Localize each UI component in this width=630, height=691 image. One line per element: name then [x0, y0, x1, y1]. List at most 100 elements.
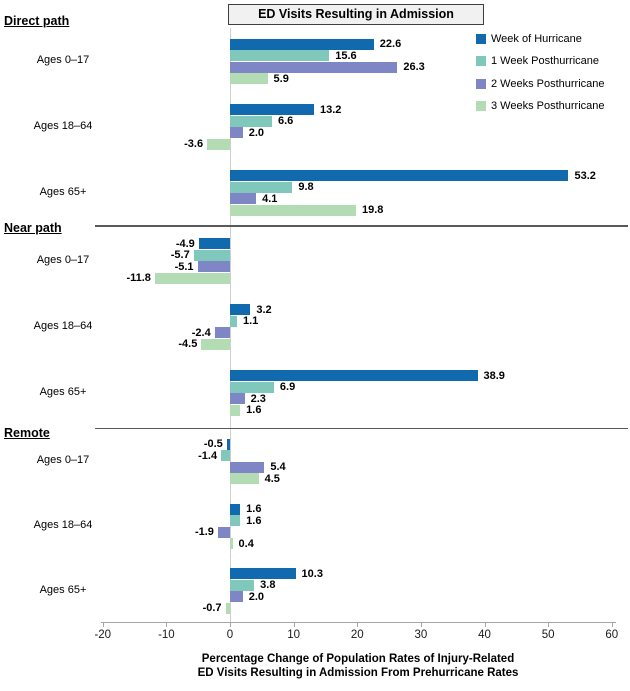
legend-swatch-icon — [476, 56, 486, 67]
x-axis-tick — [293, 622, 295, 627]
legend-item: 3 Weeks Posthurricane — [476, 100, 605, 112]
bar — [217, 526, 230, 538]
legend-label: 3 Weeks Posthurricane — [491, 100, 605, 113]
section-separator — [95, 225, 628, 227]
bar — [230, 193, 257, 204]
x-axis-tick — [420, 622, 422, 627]
bar — [230, 104, 314, 115]
bar-value-label: 5.9 — [273, 72, 289, 85]
legend-item: 2 Weeks Posthurricane — [476, 78, 605, 90]
bar — [154, 272, 230, 284]
bar-value-label: 4.5 — [264, 472, 280, 485]
x-axis-tick-label: 40 — [478, 629, 491, 641]
x-axis-tick — [230, 622, 231, 627]
age-group-label: Ages 18–64 — [33, 319, 93, 332]
bar-value-label: 19.8 — [361, 204, 384, 216]
bar — [230, 568, 296, 579]
x-axis-tick-label: -10 — [158, 629, 175, 641]
bar — [201, 338, 230, 350]
bar — [197, 261, 230, 272]
bar — [230, 461, 265, 473]
bar — [193, 249, 230, 261]
bar — [230, 50, 330, 61]
bar-value-label: -5.7 — [170, 249, 190, 261]
bar — [230, 579, 255, 591]
age-group-label: Ages 0–17 — [36, 253, 90, 266]
bar-value-label: -5.1 — [174, 260, 194, 273]
bar — [230, 591, 243, 602]
legend-label: 2 Weeks Posthurricane — [491, 77, 605, 90]
bar — [230, 115, 272, 127]
legend-item: Week of Hurricane — [476, 33, 582, 45]
bar — [230, 370, 478, 381]
bar — [230, 404, 241, 416]
x-axis-tick — [611, 622, 613, 627]
bar — [221, 450, 230, 461]
legend-item: 1 Week Posthurricane — [476, 55, 599, 67]
x-axis-tick-label: 20 — [350, 629, 364, 641]
bar-value-label: -0.5 — [203, 438, 223, 450]
section-label: Remote — [4, 426, 50, 440]
bar-value-label: 4.1 — [262, 192, 278, 205]
legend-swatch-icon — [476, 78, 486, 89]
bar — [230, 538, 233, 549]
bar — [230, 170, 569, 181]
bar-value-label: 1.6 — [246, 404, 262, 416]
bar — [230, 473, 259, 484]
x-axis-tick-label: 0 — [226, 629, 234, 641]
bar-value-label: 2.3 — [250, 392, 266, 405]
bar — [230, 393, 245, 404]
x-axis-title-line2: ED Visits Resulting in Admission From Pr… — [197, 667, 519, 679]
bar — [230, 515, 241, 526]
bar-value-label: 1.6 — [246, 514, 262, 527]
bar — [230, 61, 398, 73]
age-group-label: Ages 65+ — [39, 385, 87, 398]
bar-value-label: -1.9 — [194, 526, 214, 538]
bar — [214, 327, 230, 338]
x-axis-tick-label: 10 — [287, 629, 301, 641]
bar-value-label: 2.0 — [248, 590, 265, 603]
x-axis-tick — [484, 622, 486, 627]
bar-value-label: 6.6 — [277, 115, 294, 127]
bar-value-label: 38.9 — [483, 369, 505, 382]
bar — [230, 181, 293, 193]
bar — [230, 381, 274, 393]
chart-title: ED Visits Resulting in Admission — [228, 4, 484, 25]
bar-value-label: 15.6 — [335, 49, 357, 62]
x-axis-tick — [548, 622, 550, 627]
bar-value-label: 1.1 — [242, 315, 259, 327]
age-group-label: Ages 0–17 — [36, 454, 90, 467]
x-axis-title: Percentage Change of Population Rates of… — [98, 652, 618, 680]
bar — [230, 304, 251, 315]
bar — [230, 204, 356, 216]
bar — [230, 503, 241, 515]
bar-value-label: -1.4 — [198, 449, 218, 462]
section-label: Direct path — [4, 14, 70, 28]
bar-value-label: -4.9 — [175, 237, 195, 250]
section-separator — [95, 427, 628, 429]
x-axis-tick-label: -20 — [94, 629, 112, 641]
bar-value-label: -2.4 — [191, 326, 211, 339]
age-group-label: Ages 18–64 — [33, 519, 93, 532]
bar-value-label: -3.6 — [184, 138, 204, 150]
bar — [230, 315, 237, 327]
bar-value-label: 13.2 — [319, 103, 342, 116]
x-axis-tick-label: 50 — [541, 629, 555, 641]
x-axis-tick — [357, 622, 359, 627]
x-axis-tick-label: 30 — [414, 629, 428, 641]
age-group-label: Ages 0–17 — [36, 54, 90, 67]
x-axis — [101, 621, 616, 623]
bar-value-label: 3.2 — [256, 303, 272, 316]
bar-value-label: -4.5 — [178, 338, 198, 350]
section-label: Near path — [4, 221, 62, 235]
x-axis-tick-label: 60 — [605, 629, 619, 641]
bar-value-label: 53.2 — [574, 169, 596, 182]
legend-swatch-icon — [476, 34, 486, 44]
bar-value-label: -11.8 — [126, 272, 151, 284]
x-axis-tick — [102, 622, 104, 627]
bar-value-label: 22.6 — [379, 38, 402, 50]
bar-value-label: 1.6 — [246, 503, 262, 515]
bar-value-label: 0.4 — [238, 537, 254, 550]
legend: Week of Hurricane 1 Week Posthurricane 2 W… — [476, 33, 626, 115]
